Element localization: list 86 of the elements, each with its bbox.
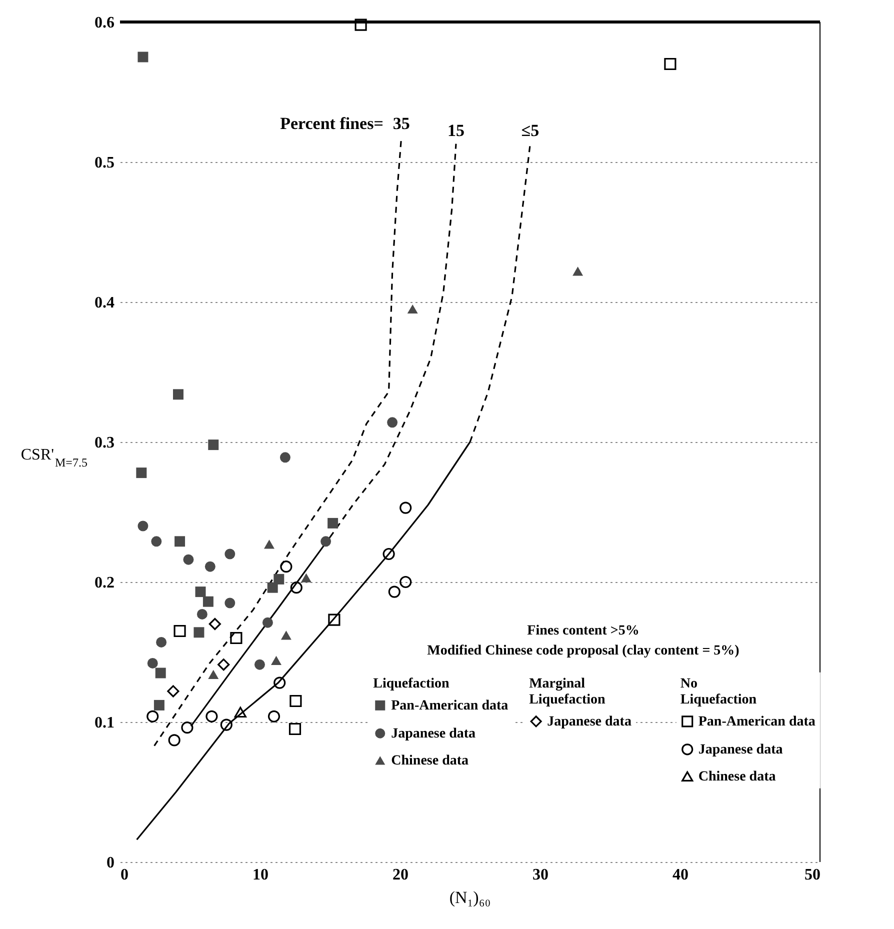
point bbox=[280, 560, 292, 573]
x-axis-title: (N₁)₆₀ bbox=[449, 888, 491, 907]
point bbox=[290, 582, 302, 594]
legend-label: Pan-American data bbox=[698, 714, 816, 730]
annotation: 35 bbox=[392, 114, 410, 133]
point bbox=[400, 502, 412, 514]
point bbox=[300, 573, 312, 582]
point bbox=[274, 574, 284, 584]
point bbox=[328, 614, 340, 626]
point bbox=[254, 659, 265, 670]
point bbox=[156, 636, 167, 648]
point bbox=[224, 598, 236, 608]
point bbox=[400, 576, 412, 588]
y-tick-label: 0.2 bbox=[94, 574, 114, 592]
y-tick-label: 0.4 bbox=[94, 294, 114, 312]
point bbox=[234, 706, 246, 718]
point bbox=[230, 632, 242, 644]
legend-label: Japanese data bbox=[391, 726, 476, 742]
point bbox=[280, 452, 290, 463]
point bbox=[224, 548, 236, 560]
point bbox=[167, 685, 180, 698]
point bbox=[138, 52, 148, 62]
y-tick-label: 0.5 bbox=[94, 154, 114, 172]
point bbox=[407, 304, 418, 314]
x-tick-label: 20 bbox=[392, 866, 408, 884]
point bbox=[147, 658, 158, 668]
point bbox=[274, 676, 286, 689]
x-tick-label: 0 bbox=[120, 866, 128, 884]
y-tick-label: 0.3 bbox=[94, 434, 114, 452]
point bbox=[572, 266, 584, 276]
point bbox=[202, 596, 214, 607]
point bbox=[387, 417, 398, 428]
point bbox=[136, 468, 147, 478]
annotation: 15 bbox=[448, 120, 464, 140]
point bbox=[154, 700, 164, 710]
point bbox=[288, 722, 302, 736]
legend-label: Chinese data bbox=[391, 753, 469, 768]
x-tick-label: 10 bbox=[252, 866, 268, 884]
point bbox=[220, 718, 232, 731]
legend-label: Chinese data bbox=[698, 769, 776, 784]
point bbox=[194, 627, 204, 638]
point bbox=[196, 608, 208, 620]
legend-label: Pan-American data bbox=[391, 698, 508, 714]
point bbox=[204, 561, 216, 572]
annotation: ≤5 bbox=[521, 120, 540, 140]
point bbox=[208, 618, 221, 630]
point bbox=[388, 586, 400, 598]
annotation: Liquefaction bbox=[373, 676, 450, 692]
point bbox=[174, 536, 186, 547]
point bbox=[328, 518, 338, 528]
y-tick-label: 0 bbox=[106, 854, 114, 872]
point bbox=[320, 536, 332, 547]
point bbox=[155, 668, 166, 678]
legend-title: Fines content >5% Modified Chinese code proposal (clay content = 5%) bbox=[427, 623, 740, 658]
point bbox=[195, 586, 206, 598]
point bbox=[267, 582, 278, 593]
y-tick-label: 0.6 bbox=[94, 14, 114, 32]
point bbox=[218, 658, 230, 671]
y-tick-label: 0.1 bbox=[94, 714, 114, 732]
annotation: Marginal Liquefaction bbox=[529, 676, 606, 708]
point bbox=[664, 58, 676, 70]
point bbox=[382, 548, 395, 560]
point bbox=[354, 18, 367, 31]
point bbox=[264, 540, 274, 549]
legend-label: Japanese data bbox=[547, 714, 632, 730]
point bbox=[151, 536, 162, 547]
x-tick-label: 50 bbox=[804, 866, 820, 884]
point bbox=[270, 656, 282, 665]
point bbox=[183, 554, 194, 565]
x-tick-label: 30 bbox=[532, 866, 548, 884]
point bbox=[268, 710, 280, 722]
legend-label: Japanese data bbox=[698, 742, 783, 758]
point bbox=[208, 440, 219, 450]
point bbox=[208, 670, 219, 679]
point bbox=[206, 710, 218, 722]
point bbox=[168, 734, 180, 746]
point bbox=[174, 624, 186, 638]
point bbox=[280, 630, 292, 640]
point bbox=[146, 710, 159, 722]
point bbox=[290, 694, 302, 708]
point bbox=[172, 389, 184, 400]
annotation: Percent fines= bbox=[280, 114, 384, 133]
annotation: No Liquefaction bbox=[680, 676, 757, 708]
x-tick-label: 40 bbox=[672, 866, 688, 884]
point bbox=[138, 520, 148, 532]
point bbox=[262, 617, 273, 628]
